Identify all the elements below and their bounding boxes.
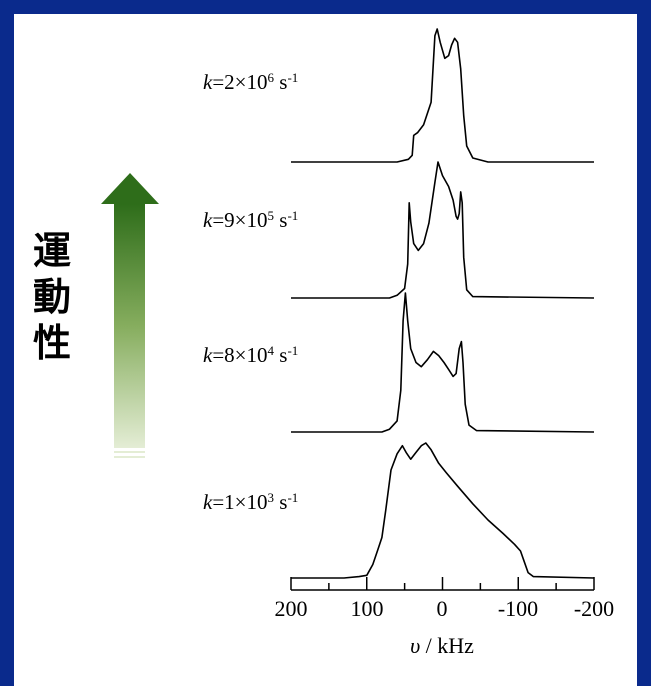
rate-label-4: k=1×103 s-1 (203, 490, 299, 515)
x-axis-label: υ / kHz (410, 633, 474, 658)
spectrum-line-2 (291, 161, 595, 299)
x-tick-label: 100 (350, 596, 384, 621)
spectrum-line-3 (291, 292, 595, 433)
spectrum-line-1 (291, 28, 594, 163)
arrow-stripe-2 (114, 456, 145, 458)
x-tick-label: 0 (436, 596, 448, 621)
rate-label-2: k=9×105 s-1 (203, 208, 299, 233)
x-tick-label: -200 (573, 596, 615, 621)
mobility-char-2: 動 (32, 275, 71, 319)
x-tick-label: 200 (274, 596, 308, 621)
spectrum-line-4 (291, 442, 595, 579)
rate-label-1: k=2×106 s-1 (203, 70, 299, 95)
mobility-char-1: 運 (32, 229, 71, 273)
mobility-char-3: 性 (32, 321, 71, 365)
mobility-label: 運 動 性 (32, 228, 72, 366)
arrow-stripe-1 (114, 451, 145, 453)
arrow-head (101, 173, 159, 204)
x-tick-label: -100 (497, 596, 539, 621)
rate-label-3: k=8×104 s-1 (203, 343, 299, 368)
mobility-arrow (101, 173, 159, 458)
arrow-shaft (114, 204, 145, 448)
